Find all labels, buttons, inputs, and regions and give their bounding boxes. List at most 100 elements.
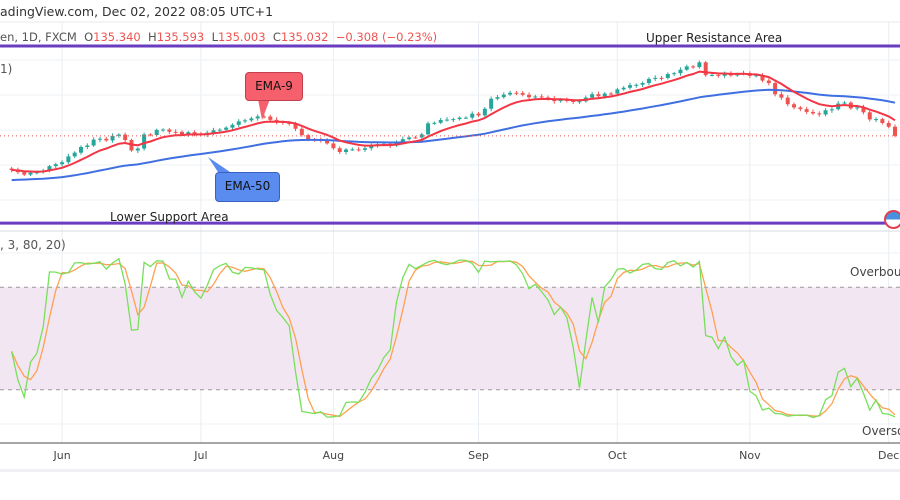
- candle: [533, 96, 538, 98]
- x-tick-label: Aug: [323, 449, 344, 462]
- candle: [262, 116, 266, 118]
- x-tick-label: Oct: [608, 449, 628, 462]
- candle: [192, 132, 197, 134]
- candle: [893, 126, 897, 136]
- candle: [678, 69, 683, 74]
- candle: [855, 107, 860, 109]
- candle: [79, 147, 84, 153]
- candle: [508, 92, 513, 95]
- candle: [85, 145, 90, 148]
- candle: [779, 94, 784, 98]
- candle: [60, 162, 65, 165]
- ema9-line: [11, 70, 896, 173]
- candle: [842, 102, 847, 104]
- candle: [792, 104, 797, 108]
- candle: [697, 62, 702, 68]
- candle: [527, 94, 532, 98]
- candle: [722, 73, 727, 76]
- candle: [142, 134, 147, 149]
- candle: [810, 111, 815, 114]
- candle: [217, 129, 222, 131]
- candle: [609, 93, 614, 95]
- close-label: C: [272, 30, 281, 44]
- candle: [135, 148, 140, 151]
- symbol-label: en, 1D, FXCM: [0, 30, 77, 44]
- candle: [91, 139, 96, 146]
- candle: [22, 172, 27, 175]
- candle: [501, 94, 506, 98]
- candle: [148, 134, 153, 136]
- high-label: H: [148, 30, 157, 44]
- change-value: −0.308 (−0.23%): [335, 30, 438, 44]
- candle: [47, 166, 52, 171]
- ema9-callout: EMA-9: [245, 72, 303, 101]
- candle: [268, 116, 273, 120]
- candle: [716, 74, 721, 76]
- high-value: 135.593: [156, 30, 205, 44]
- candle: [621, 87, 626, 90]
- candle: [646, 78, 651, 84]
- candle: [653, 77, 658, 79]
- candle: [243, 120, 248, 122]
- candle: [350, 149, 355, 151]
- stoch-k-line: [10, 257, 896, 419]
- candle: [659, 77, 664, 79]
- ema9-callout-pointer: [258, 99, 270, 120]
- candle: [754, 75, 759, 77]
- candle: [457, 117, 462, 120]
- candle: [602, 93, 607, 97]
- candle: [293, 123, 298, 129]
- candle: [224, 127, 229, 130]
- candle: [306, 135, 311, 140]
- candle: [665, 74, 670, 78]
- candle: [154, 129, 159, 136]
- candle: [66, 156, 71, 163]
- candles: [9, 60, 897, 177]
- candle: [413, 137, 418, 139]
- candle: [362, 148, 367, 150]
- candle: [211, 130, 216, 133]
- candle: [161, 129, 166, 131]
- candle: [116, 134, 121, 136]
- candle: [577, 101, 582, 103]
- x-tick-label: Nov: [739, 449, 761, 462]
- x-tick-label: Sep: [468, 449, 489, 462]
- candle: [861, 107, 866, 113]
- stoch-d-line: [11, 260, 896, 418]
- candle: [463, 117, 468, 119]
- overbought-label: Overbough: [850, 265, 900, 279]
- candle: [110, 135, 115, 141]
- ema50-callout-pointer: [208, 157, 230, 172]
- candle: [627, 85, 632, 88]
- candle: [173, 131, 178, 133]
- flag-icon[interactable]: [884, 210, 900, 229]
- candle: [773, 83, 778, 95]
- candle: [476, 113, 481, 116]
- candle: [53, 164, 58, 167]
- candle: [97, 138, 102, 140]
- candle: [287, 122, 292, 124]
- candle: [640, 83, 645, 85]
- candle: [539, 96, 544, 98]
- stoch-legend: , 3, 80, 20): [0, 238, 66, 252]
- candle: [615, 89, 620, 94]
- candle: [344, 149, 349, 152]
- candle: [804, 109, 809, 112]
- candle: [432, 122, 437, 124]
- candle: [874, 119, 879, 121]
- candle: [426, 123, 431, 135]
- candle: [337, 148, 342, 152]
- candle: [514, 92, 519, 94]
- x-tick-label: Jul: [193, 449, 207, 462]
- ema50-line: [11, 88, 896, 182]
- ema-legend: 1): [0, 62, 13, 76]
- candle: [495, 97, 500, 99]
- candle: [72, 152, 77, 157]
- candle: [356, 149, 361, 151]
- open-label: O: [84, 30, 94, 44]
- candle: [691, 66, 696, 68]
- candle: [255, 116, 260, 119]
- candle: [123, 134, 128, 141]
- candle: [438, 120, 443, 123]
